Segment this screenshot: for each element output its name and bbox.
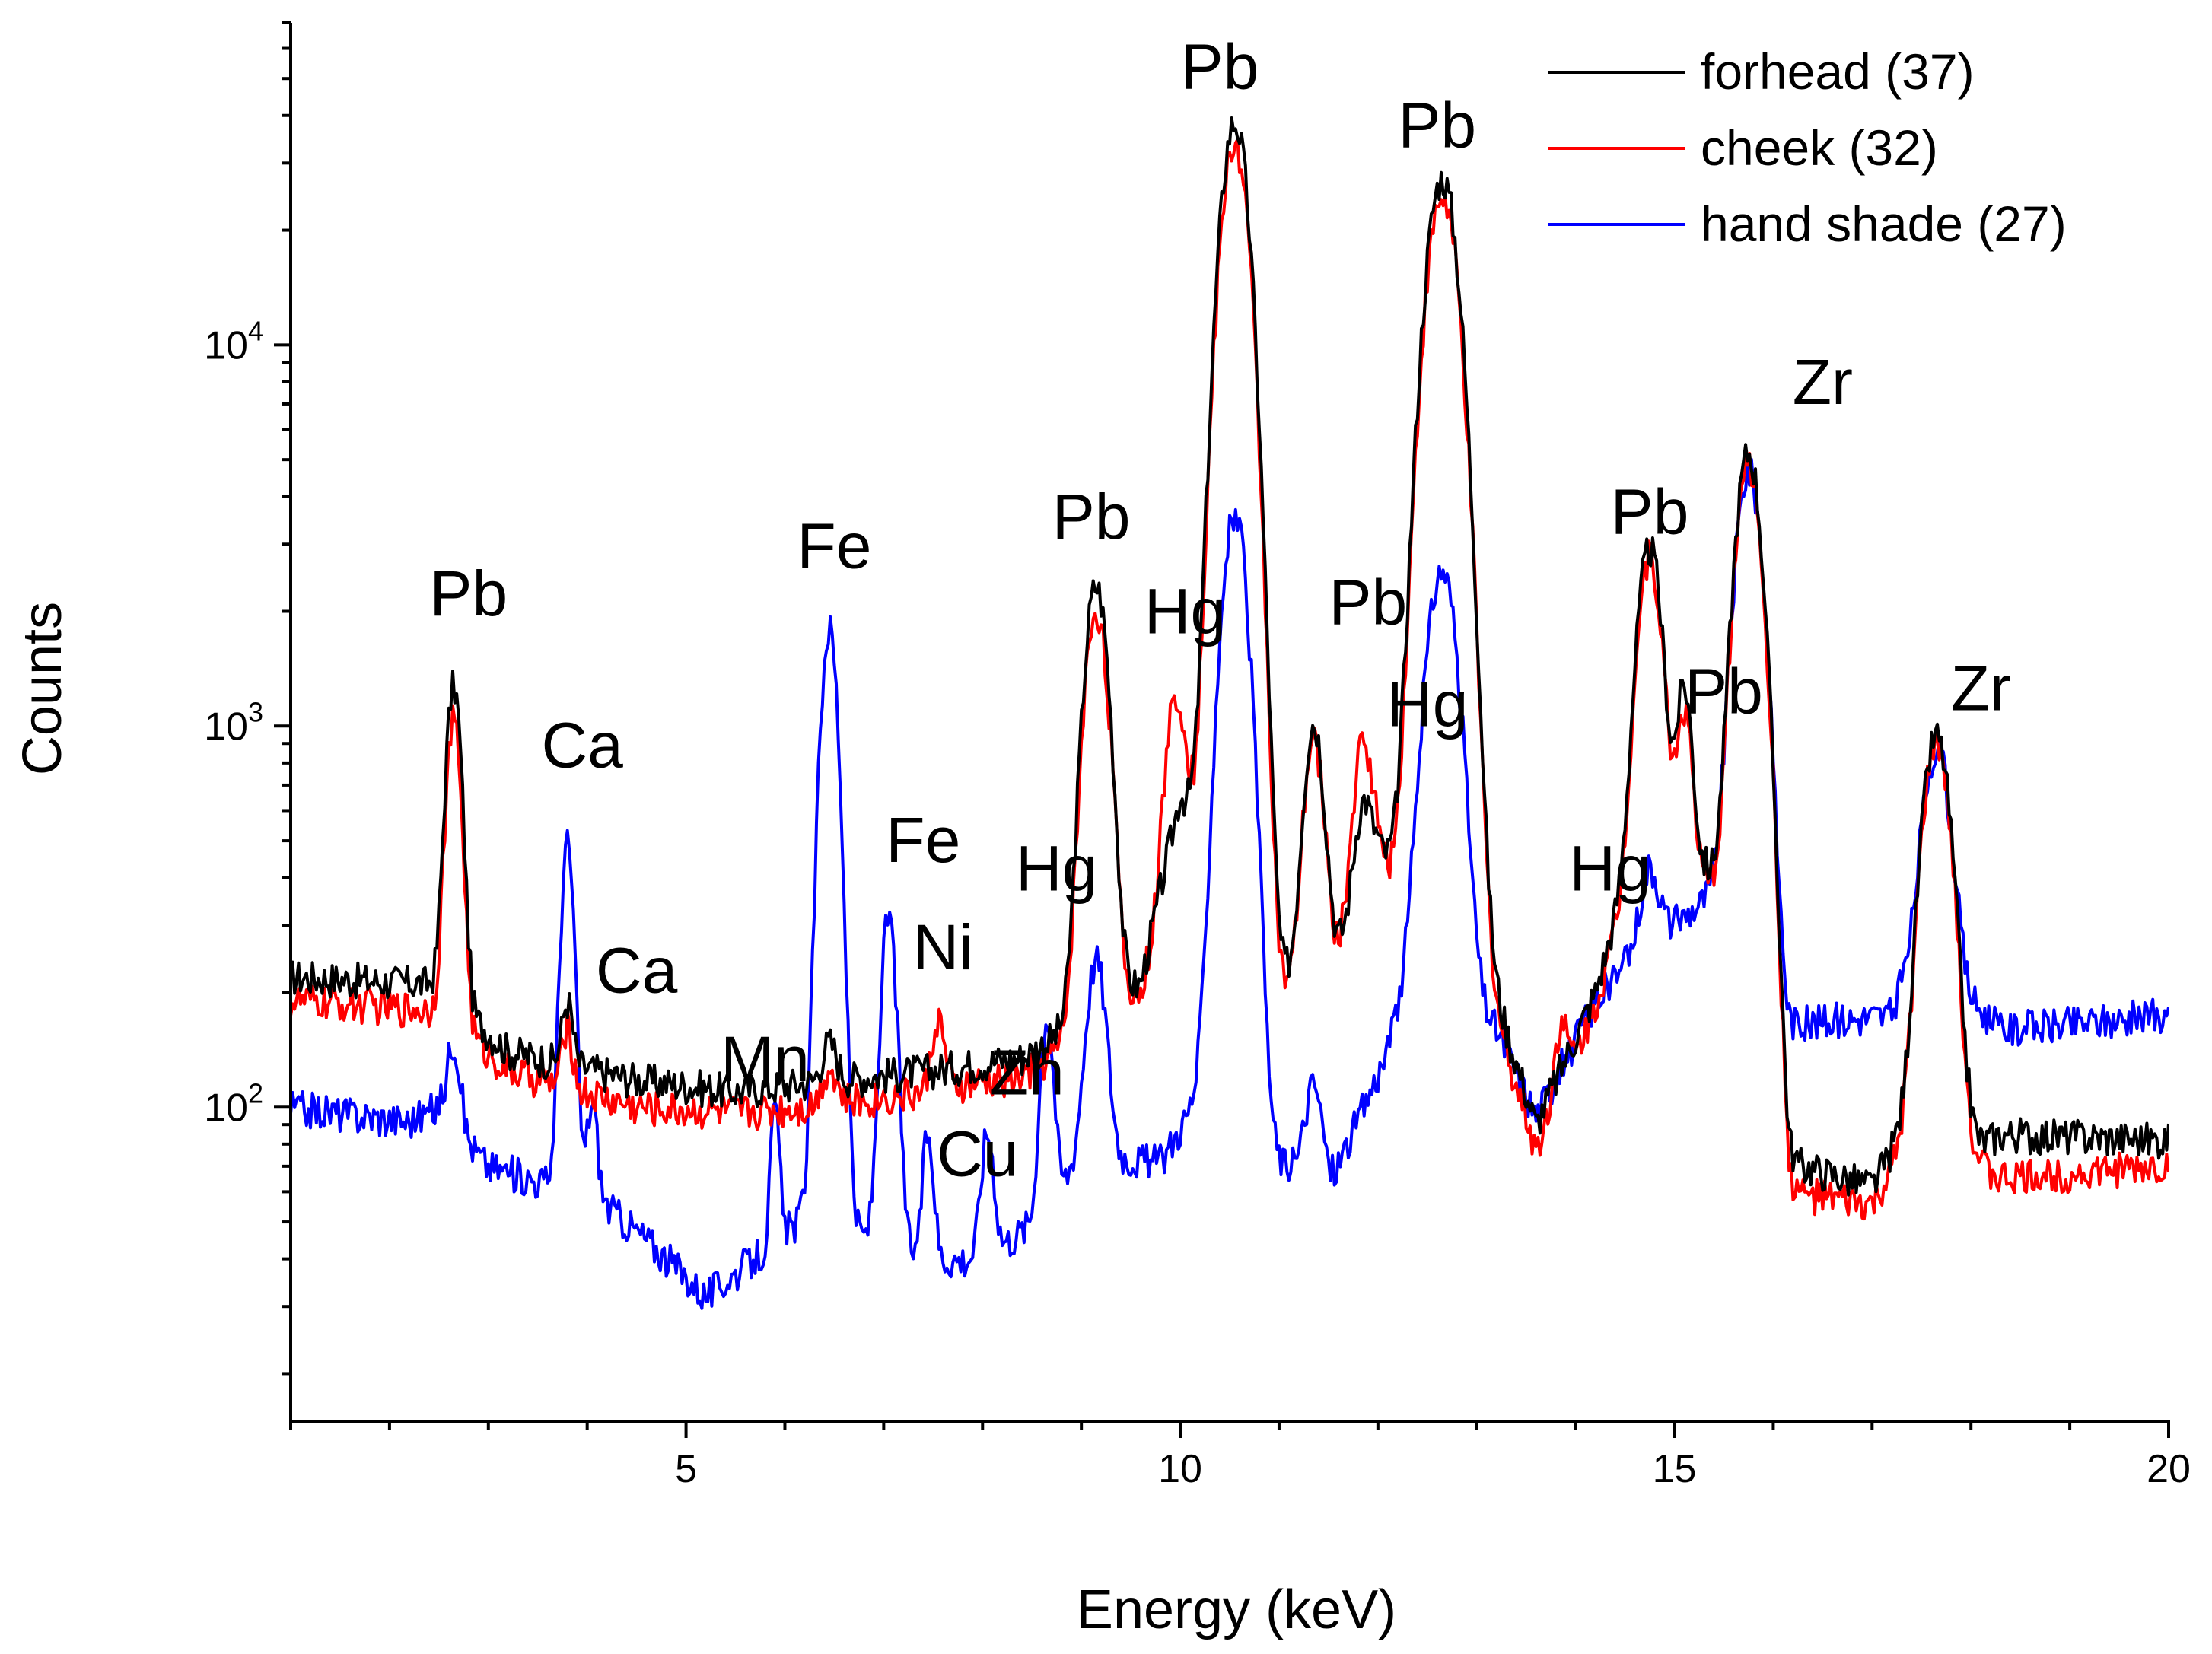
peak-label-cu: Cu bbox=[937, 1118, 1018, 1190]
peak-label-pb: Pb bbox=[1052, 481, 1131, 552]
y-axis-title: Counts bbox=[12, 602, 73, 775]
y-tick-label: 102 bbox=[204, 1077, 263, 1130]
legend-entry: forhead (37) bbox=[1701, 43, 1975, 100]
x-tick-label: 10 bbox=[1158, 1447, 1202, 1491]
peak-label-mn: Mn bbox=[721, 1023, 810, 1095]
peak-label-ca: Ca bbox=[541, 709, 623, 781]
peak-label-zr: Zr bbox=[1951, 653, 2011, 724]
x-tick-label: 5 bbox=[675, 1447, 697, 1491]
x-tick-label: 20 bbox=[2147, 1447, 2191, 1491]
peak-label-pb: Pb bbox=[1611, 476, 1689, 547]
series-line-2 bbox=[291, 457, 2169, 1310]
peak-label-pb: Pb bbox=[429, 558, 508, 629]
series-line-1 bbox=[291, 138, 2169, 1221]
legend-entry: cheek (32) bbox=[1701, 119, 1938, 176]
series-layer bbox=[291, 116, 2169, 1310]
x-axis-title: Energy (keV) bbox=[1077, 1579, 1396, 1640]
y-tick-label: 104 bbox=[204, 315, 263, 367]
peak-label-pb: Pb bbox=[1329, 566, 1407, 638]
x-tick-label: 15 bbox=[1653, 1447, 1697, 1491]
peak-label-ni: Ni bbox=[913, 911, 973, 983]
peak-label-hg: Hg bbox=[1144, 576, 1226, 647]
peak-label-fe: Fe bbox=[886, 804, 960, 876]
series-line-0 bbox=[291, 116, 2169, 1197]
peak-label-zr: Zr bbox=[1793, 346, 1853, 418]
peak-label-hg: Hg bbox=[1569, 833, 1650, 905]
legend: forhead (37) cheek (32) hand shade (27) bbox=[1548, 43, 2067, 252]
peak-label-ca: Ca bbox=[596, 934, 678, 1006]
y-tick-label: 103 bbox=[204, 696, 263, 749]
peak-label-zn: Zn bbox=[990, 1037, 1065, 1108]
peak-label-hg: Hg bbox=[1016, 833, 1097, 905]
peak-label-pb: Pb bbox=[1685, 656, 1763, 727]
axes-layer: 5 10 15 20 102 103 104 bbox=[204, 21, 2191, 1491]
peak-label-pb: Pb bbox=[1181, 31, 1259, 103]
peak-label-hg: Hg bbox=[1386, 668, 1468, 740]
axes-frame bbox=[289, 23, 2170, 1423]
peak-label-fe: Fe bbox=[797, 510, 871, 581]
legend-entry: hand shade (27) bbox=[1701, 196, 2067, 252]
peak-label-pb: Pb bbox=[1398, 90, 1476, 161]
